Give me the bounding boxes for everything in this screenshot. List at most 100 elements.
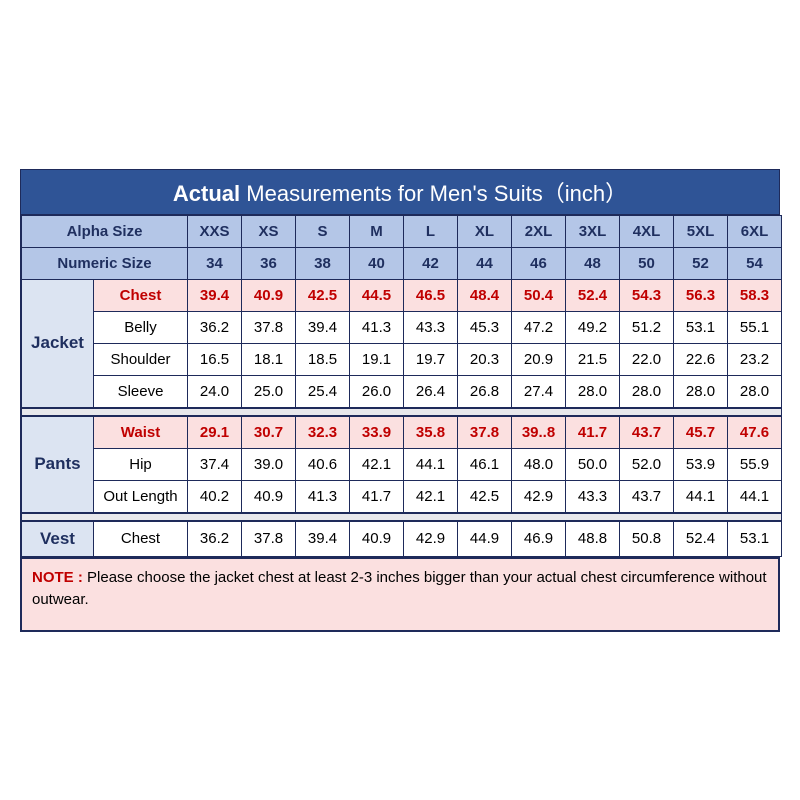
alpha-size: 5XL — [674, 215, 728, 247]
measure-value: 35.8 — [404, 416, 458, 449]
measure-value: 20.9 — [512, 343, 566, 375]
measure-value: 41.3 — [350, 311, 404, 343]
measure-value: 41.7 — [350, 480, 404, 513]
measure-value: 28.0 — [728, 375, 782, 408]
numeric-size: 42 — [404, 247, 458, 279]
measure-value: 28.0 — [620, 375, 674, 408]
measure-value: 40.6 — [296, 448, 350, 480]
measure-value: 43.3 — [566, 480, 620, 513]
measure-value: 21.5 — [566, 343, 620, 375]
measure-value: 43.3 — [404, 311, 458, 343]
numeric-size: 40 — [350, 247, 404, 279]
measure-value: 40.2 — [188, 480, 242, 513]
measure-value: 46.5 — [404, 279, 458, 311]
numeric-size: 38 — [296, 247, 350, 279]
numeric-size: 50 — [620, 247, 674, 279]
measure-value: 16.5 — [188, 343, 242, 375]
measure-value: 41.3 — [296, 480, 350, 513]
alpha-size: 3XL — [566, 215, 620, 247]
measure-value: 39..8 — [512, 416, 566, 449]
section-gap — [22, 513, 782, 521]
measure-value: 49.2 — [566, 311, 620, 343]
measure-value: 37.8 — [242, 311, 296, 343]
measure-value: 48.0 — [512, 448, 566, 480]
measure-value: 19.1 — [350, 343, 404, 375]
measure-value: 51.2 — [620, 311, 674, 343]
alpha-size: 2XL — [512, 215, 566, 247]
measure-value: 44.5 — [350, 279, 404, 311]
measure-value: 37.4 — [188, 448, 242, 480]
section-gap — [22, 408, 782, 416]
measure-value: 26.0 — [350, 375, 404, 408]
measure-label: Chest — [94, 279, 188, 311]
measure-value: 44.1 — [728, 480, 782, 513]
alpha-size: S — [296, 215, 350, 247]
measure-value: 26.8 — [458, 375, 512, 408]
measure-value: 43.7 — [620, 416, 674, 449]
measure-value: 40.9 — [242, 279, 296, 311]
measure-value: 22.0 — [620, 343, 674, 375]
measure-value: 37.8 — [242, 521, 296, 557]
measure-value: 41.7 — [566, 416, 620, 449]
measure-value: 36.2 — [188, 311, 242, 343]
measure-value: 45.3 — [458, 311, 512, 343]
measure-value: 28.0 — [674, 375, 728, 408]
measure-value: 48.8 — [566, 521, 620, 557]
measure-value: 42.1 — [350, 448, 404, 480]
measure-value: 39.4 — [188, 279, 242, 311]
section-label: Vest — [22, 521, 94, 557]
numeric-size: 52 — [674, 247, 728, 279]
measure-value: 40.9 — [242, 480, 296, 513]
section-label: Jacket — [22, 279, 94, 408]
measure-value: 44.1 — [404, 448, 458, 480]
measure-value: 52.4 — [566, 279, 620, 311]
measure-value: 55.1 — [728, 311, 782, 343]
measure-value: 23.2 — [728, 343, 782, 375]
measure-value: 18.1 — [242, 343, 296, 375]
chart-title: Actual Measurements for Men's Suits（inch… — [21, 170, 779, 215]
measure-value: 52.4 — [674, 521, 728, 557]
alpha-size: 4XL — [620, 215, 674, 247]
measure-value: 46.9 — [512, 521, 566, 557]
measure-value: 20.3 — [458, 343, 512, 375]
numeric-size: 46 — [512, 247, 566, 279]
measure-label: Sleeve — [94, 375, 188, 408]
measure-value: 47.6 — [728, 416, 782, 449]
alpha-size: XL — [458, 215, 512, 247]
measure-value: 44.1 — [674, 480, 728, 513]
measure-value: 22.6 — [674, 343, 728, 375]
alpha-size: M — [350, 215, 404, 247]
alpha-size-label: Alpha Size — [22, 215, 188, 247]
measure-value: 29.1 — [188, 416, 242, 449]
measure-value: 56.3 — [674, 279, 728, 311]
measure-value: 48.4 — [458, 279, 512, 311]
measure-value: 30.7 — [242, 416, 296, 449]
numeric-size: 48 — [566, 247, 620, 279]
measure-value: 39.0 — [242, 448, 296, 480]
measure-value: 53.1 — [674, 311, 728, 343]
size-table: Alpha SizeXXSXSSMLXL2XL3XL4XL5XL6XLNumer… — [21, 215, 782, 557]
measure-value: 53.9 — [674, 448, 728, 480]
measure-value: 24.0 — [188, 375, 242, 408]
measure-value: 45.7 — [674, 416, 728, 449]
numeric-size: 34 — [188, 247, 242, 279]
measure-value: 36.2 — [188, 521, 242, 557]
measure-value: 44.9 — [458, 521, 512, 557]
measure-value: 40.9 — [350, 521, 404, 557]
measure-value: 28.0 — [566, 375, 620, 408]
measure-value: 25.0 — [242, 375, 296, 408]
measure-label: Out Length — [94, 480, 188, 513]
section-label: Pants — [22, 416, 94, 513]
measure-value: 58.3 — [728, 279, 782, 311]
measure-value: 43.7 — [620, 480, 674, 513]
measure-label: Waist — [94, 416, 188, 449]
measure-value: 39.4 — [296, 311, 350, 343]
measure-value: 42.5 — [458, 480, 512, 513]
numeric-size: 36 — [242, 247, 296, 279]
measure-label: Hip — [94, 448, 188, 480]
alpha-size: XS — [242, 215, 296, 247]
measure-value: 50.0 — [566, 448, 620, 480]
measure-value: 42.9 — [512, 480, 566, 513]
title-bold: Actual — [173, 181, 240, 206]
measure-value: 19.7 — [404, 343, 458, 375]
